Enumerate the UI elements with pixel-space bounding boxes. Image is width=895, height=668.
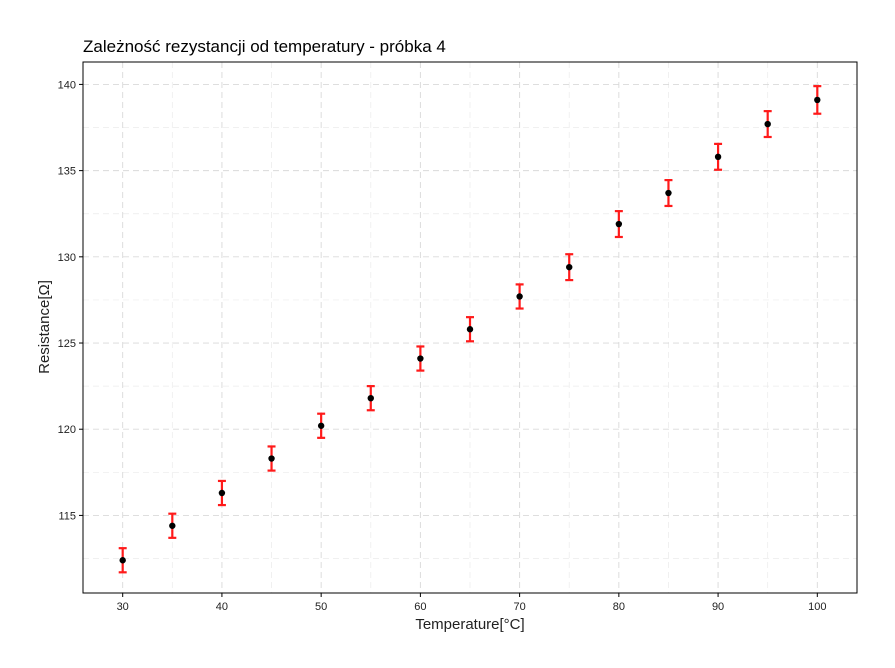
data-point-group [466, 316, 474, 343]
x-tick-label: 30 [117, 601, 129, 613]
y-tick-label: 115 [58, 510, 76, 522]
x-tick-label: 70 [513, 601, 525, 613]
x-tick-label: 80 [613, 601, 625, 613]
data-point-group [217, 479, 226, 507]
data-point [169, 522, 176, 529]
data-point [516, 293, 523, 300]
y-tick-label: 120 [58, 424, 76, 436]
y-tick-label: 130 [58, 252, 76, 264]
data-point [367, 394, 374, 402]
data-point [317, 422, 325, 429]
axis-ticks: 30 40 50 60 70 80 90 100 115 120 125 130 135 140 [58, 79, 827, 613]
data-layer [118, 85, 822, 574]
data-point-group [664, 178, 673, 208]
data-point [615, 220, 623, 228]
y-axis-title: Resistance[Ω] [36, 280, 53, 374]
data-point [665, 189, 672, 197]
data-point [566, 263, 573, 271]
data-point [417, 355, 424, 362]
data-point-group [614, 210, 623, 239]
x-tick-label: 90 [712, 601, 724, 613]
data-point [814, 96, 821, 104]
x-tick-label: 60 [414, 601, 426, 613]
data-point [218, 489, 226, 497]
data-point [466, 326, 474, 333]
data-point-group [168, 512, 177, 539]
y-tick-label: 125 [58, 338, 76, 350]
grid [83, 62, 857, 593]
data-point [764, 120, 771, 128]
data-point [268, 455, 275, 462]
x-tick-label: 50 [315, 601, 327, 613]
data-point-group [714, 142, 723, 171]
data-point-group [763, 110, 772, 139]
data-point-group [416, 345, 425, 372]
x-tick-label: 40 [216, 601, 228, 613]
data-point-group [118, 547, 127, 574]
data-point-group [366, 385, 375, 412]
data-point [119, 557, 126, 564]
x-tick-label: 100 [808, 601, 826, 613]
plot-panel-border [82, 61, 858, 594]
x-axis-title: Temperature[°C] [415, 616, 524, 633]
data-point-group [267, 445, 276, 472]
data-point-group [317, 412, 326, 439]
y-tick-label: 140 [58, 79, 76, 91]
y-tick-label: 135 [58, 166, 76, 178]
chart-title: Zależność rezystancji od temperatury - p… [83, 37, 446, 56]
data-point-group [565, 253, 574, 282]
data-point [714, 153, 722, 161]
data-point-group [813, 85, 822, 115]
data-point-group [515, 283, 524, 310]
